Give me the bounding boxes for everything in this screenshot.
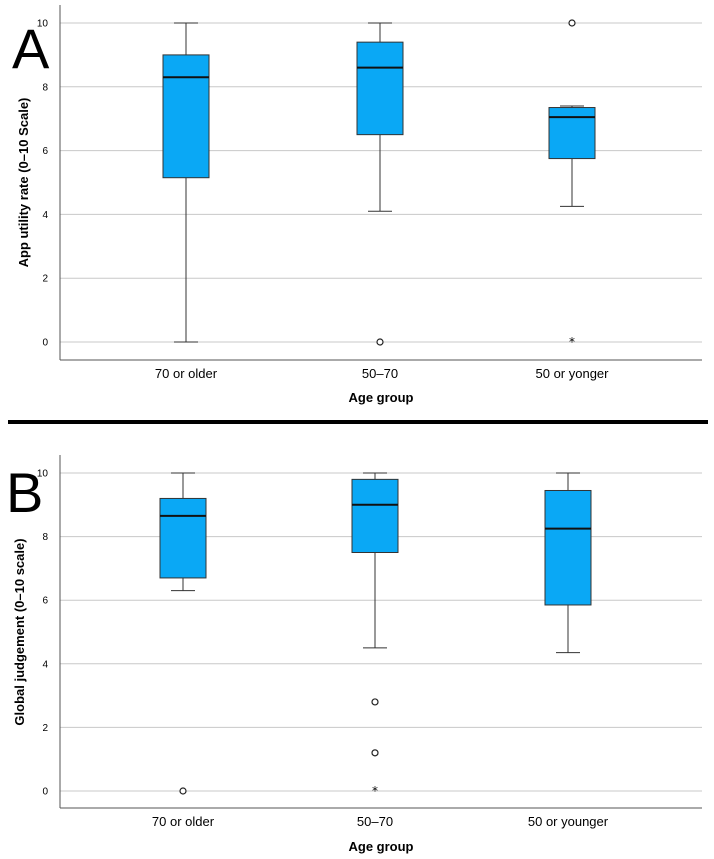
outlier-point (371, 698, 379, 706)
outlier-point (179, 787, 187, 795)
y-tick-label: 0 (42, 338, 48, 349)
y-tick-label: 4 (42, 210, 48, 221)
y-tick-label: 2 (42, 723, 48, 734)
y-tick-label: 10 (37, 19, 49, 30)
x-axis-title: Age group (349, 839, 414, 854)
outlier-point (371, 749, 379, 757)
y-tick-label: 0 (42, 787, 48, 798)
box-iqr (356, 41, 404, 136)
y-tick-label: 6 (42, 596, 48, 607)
category-label: 50–70 (362, 366, 398, 381)
y-tick-label: 8 (42, 532, 48, 543)
category-label: 50–70 (357, 814, 393, 829)
box-iqr (351, 478, 399, 553)
panel-letter: A (12, 17, 50, 80)
y-tick-label: 8 (42, 82, 48, 93)
category-label: 50 or yonger (536, 366, 610, 381)
box-iqr (162, 54, 210, 179)
y-tick-label: 2 (42, 274, 48, 285)
category-label: 50 or younger (528, 814, 609, 829)
extreme-point: * (569, 335, 575, 349)
y-tick-label: 6 (42, 146, 48, 157)
x-axis-title: Age group (349, 390, 414, 405)
box-iqr (548, 107, 596, 160)
category-label: 70 or older (155, 366, 218, 381)
panel-a: A 0 2 4 6 8 10 70 or older 50–70 * 50 or yonger Age… (12, 5, 702, 405)
panel-letter: B (6, 461, 43, 524)
category-label: 70 or older (152, 814, 215, 829)
outlier-point (376, 338, 384, 346)
y-tick-label: 4 (42, 659, 48, 670)
y-tick-label: 10 (37, 469, 49, 480)
extreme-point: * (372, 784, 378, 798)
panel-b: B 0 2 4 6 8 10 70 or older * 50–70 50 or younger Ag… (6, 455, 702, 854)
box-iqr (544, 489, 592, 606)
y-axis-title: App utility rate (0–10 Scale) (16, 98, 31, 268)
y-axis-title: Global judgement (0–10 scale) (12, 538, 27, 725)
outlier-point (568, 19, 576, 27)
box-iqr (159, 497, 207, 579)
